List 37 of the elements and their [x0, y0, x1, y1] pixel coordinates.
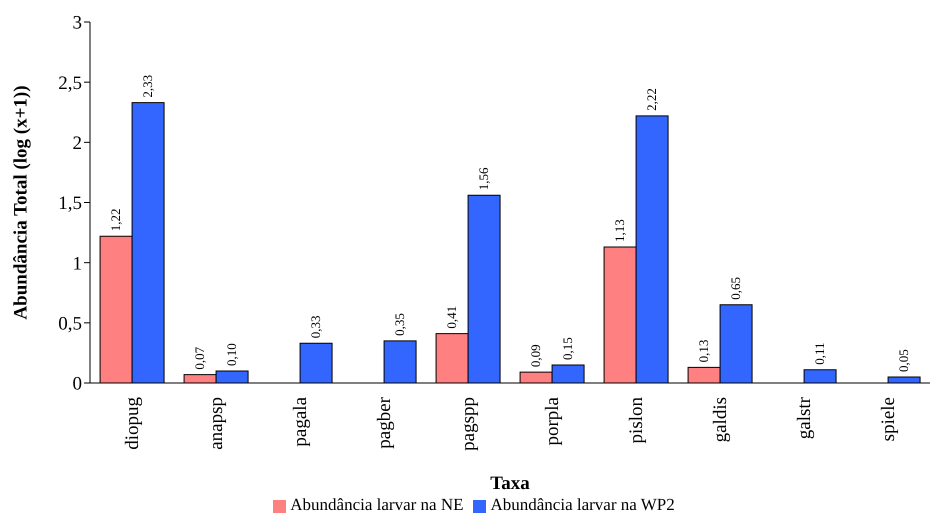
data-label: 0,10	[224, 343, 240, 366]
legend-label: Abundância larvar na WP2	[490, 495, 675, 514]
x-tick-label: galstr	[794, 396, 815, 440]
data-label: 0,41	[444, 306, 460, 329]
data-label: 1,56	[476, 167, 492, 190]
data-label: 1,13	[612, 219, 628, 242]
x-tick-label: pagala	[290, 396, 311, 447]
x-tick-label: pagspp	[458, 397, 479, 451]
data-label: 0,13	[696, 340, 712, 362]
x-tick-label: galdis	[710, 397, 731, 442]
x-tick-label: pislon	[626, 396, 647, 444]
data-label: 0,65	[728, 277, 744, 300]
data-label: 0,07	[192, 346, 208, 370]
y-tick-label: 2,5	[58, 72, 82, 94]
data-label: 0,33	[308, 316, 324, 338]
y-axis-title: Abundância Total (log (x+1))	[10, 85, 32, 320]
y-tick-label: 0,5	[58, 314, 82, 335]
x-tick-label: diopug	[122, 396, 143, 450]
x-tick-label: porpla	[542, 396, 563, 446]
legend-label: Abundância larvar na NE	[290, 495, 464, 514]
data-label: 2,33	[140, 74, 156, 98]
data-label: 0,35	[392, 313, 408, 336]
data-label: 0,15	[560, 337, 576, 360]
data-label: 0,05	[896, 349, 912, 372]
y-tick-label: 3	[72, 12, 82, 34]
data-label: 0,09	[528, 344, 544, 368]
x-tick-label: pagber	[374, 396, 395, 449]
data-label: 2,22	[644, 88, 660, 111]
y-tick-label: 1	[72, 253, 82, 274]
x-tick-label: anapsp	[206, 397, 227, 450]
y-tick-label: 0	[72, 374, 82, 395]
data-label: 0,11	[812, 342, 828, 365]
y-tick-label: 2	[72, 133, 82, 154]
data-label: 1,22	[108, 208, 124, 232]
x-axis-title: Taxa	[490, 473, 530, 494]
y-tick-label: 1,5	[58, 193, 82, 214]
x-tick-label: spiele	[878, 397, 899, 442]
